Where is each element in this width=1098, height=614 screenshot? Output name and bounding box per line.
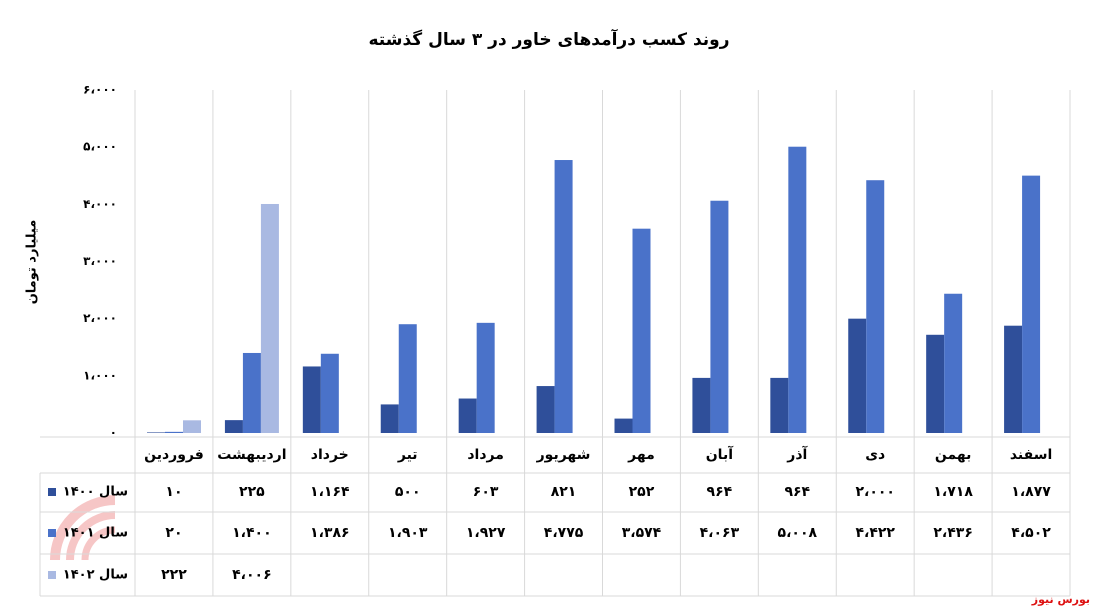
table-value: ۱،۴۰۰: [232, 525, 272, 541]
bar: [866, 180, 885, 433]
x-tick-label: اسفند: [1010, 447, 1052, 463]
x-tick-label: دی: [865, 447, 885, 463]
bar: [165, 431, 183, 433]
y-axis-label: میلیارد تومان: [25, 220, 40, 305]
legend-label: سال ۱۴۰۱: [63, 526, 128, 541]
bar: [1004, 325, 1023, 433]
y-tick-label: ۲،۰۰۰: [83, 311, 117, 325]
bar: [632, 228, 651, 433]
x-tick-label: فروردین: [144, 447, 204, 463]
legend-label: سال ۱۴۰۲: [63, 568, 128, 583]
x-tick-label: آذر: [786, 445, 808, 463]
table-value: ۴،۴۲۲: [855, 525, 895, 541]
y-tick-label: ۱،۰۰۰: [83, 368, 117, 382]
table-value: ۱،۹۰۳: [388, 525, 428, 541]
table-value: ۲،۴۳۶: [933, 525, 973, 541]
bar: [554, 160, 573, 433]
legend-swatch: [48, 571, 56, 579]
x-tick-label: اردیبهشت: [217, 447, 286, 463]
bar: [183, 420, 201, 433]
bar: [536, 386, 555, 433]
table-value: ۲،۰۰۰: [855, 484, 895, 500]
bar: [692, 377, 711, 433]
bar: [380, 404, 399, 433]
bar: [320, 353, 339, 433]
y-tick-label: ۶،۰۰۰: [83, 83, 117, 97]
table-value: ۵،۰۰۸: [778, 525, 818, 541]
bar: [302, 366, 321, 433]
table-value: ۱۰: [165, 484, 182, 500]
bar: [710, 200, 729, 433]
x-tick-label: تیر: [397, 447, 418, 463]
table-value: ۴،۰۰۶: [232, 567, 272, 583]
y-tick-label: ۳،۰۰۰: [83, 254, 117, 268]
x-tick-label: بهمن: [935, 447, 971, 463]
table-value: ۲۰: [165, 525, 182, 541]
table-value: ۹۶۴: [707, 484, 733, 500]
x-tick-label: مرداد: [467, 447, 504, 463]
bar: [926, 334, 945, 433]
bar: [944, 293, 963, 433]
x-tick-label: آبان: [706, 445, 734, 463]
bar: [260, 203, 279, 433]
table-value: ۱،۸۷۷: [1011, 484, 1051, 500]
table-value: ۸۲۱: [551, 484, 577, 500]
table-value: ۱،۱۶۴: [310, 484, 350, 500]
logo: [50, 495, 116, 561]
legend-label: سال ۱۴۰۰: [63, 485, 128, 500]
bar: [458, 398, 477, 433]
x-tick-label: مهر: [627, 447, 655, 463]
x-tick-label: خرداد: [311, 447, 349, 463]
table-value: ۱،۳۸۶: [310, 525, 350, 541]
table-value: ۲۲۲: [161, 567, 187, 583]
x-tick-label: شهریور: [536, 447, 591, 463]
y-tick-label: ۴،۰۰۰: [83, 197, 117, 211]
bar: [788, 146, 807, 433]
chart-title: روند کسب درآمدهای خاور در ۳ سال گذشته: [368, 28, 729, 50]
bar: [147, 432, 165, 433]
table-value: ۲۲۵: [239, 484, 265, 500]
table-value: ۳،۵۷۴: [622, 525, 662, 541]
bar: [476, 322, 495, 433]
table-value: ۵۰۰: [395, 484, 421, 500]
bar: [770, 377, 789, 433]
table-value: ۴،۵۰۲: [1011, 525, 1051, 541]
table-value: ۶۰۳: [473, 484, 499, 500]
bar: [398, 324, 417, 433]
table-value: ۴،۷۷۵: [544, 525, 584, 541]
table-value: ۴،۰۶۳: [700, 525, 740, 541]
table-value: ۲۵۲: [629, 484, 655, 500]
bar: [1022, 175, 1041, 433]
bar: [224, 420, 243, 433]
table-value: ۹۶۴: [784, 484, 810, 500]
table-value: ۱،۹۲۷: [466, 525, 506, 541]
bar: [848, 318, 867, 433]
bar: [614, 418, 633, 433]
watermark: بورس نیوز: [1031, 593, 1090, 606]
bar: [242, 352, 261, 433]
y-tick-label: ۰: [110, 426, 117, 440]
legend-swatch: [48, 488, 56, 496]
legend-swatch: [48, 529, 56, 537]
table-value: ۱،۷۱۸: [933, 484, 973, 500]
y-tick-label: ۵،۰۰۰: [83, 140, 117, 154]
